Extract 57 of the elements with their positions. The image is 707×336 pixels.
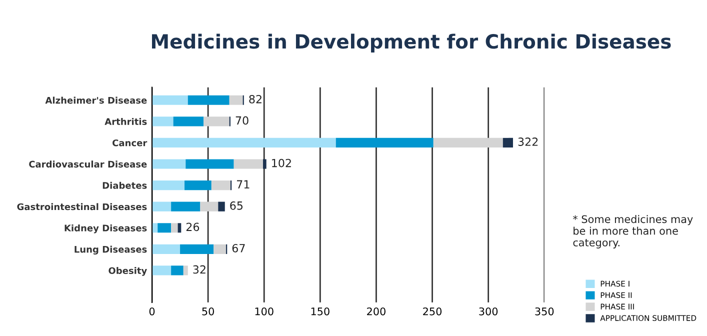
x-tick-label: 200: [367, 307, 386, 316]
bar: [180, 244, 214, 254]
text: * Some medicines may be in more than one category.: [572, 215, 693, 248]
total-label: 26: [186, 222, 200, 232]
bar: [229, 95, 243, 105]
total-label: 322: [518, 138, 538, 146]
y-tick-label: Lung Diseases: [74, 246, 147, 255]
x-tick-label: 0: [149, 307, 155, 316]
bar: [186, 159, 234, 169]
total-label: 67: [232, 244, 245, 252]
bar: [433, 138, 503, 148]
bar: [152, 159, 186, 169]
x-tick-label: 150: [311, 307, 330, 316]
x-tick-label: 250: [423, 307, 442, 316]
bar: [502, 138, 513, 148]
total-label: 32: [193, 265, 206, 274]
y-tick-label: Diabetes: [102, 182, 147, 189]
chart-title: Medicines in Development for Chronic Diseases: [152, 34, 671, 53]
bar: [211, 180, 230, 190]
bar: [171, 202, 200, 212]
bar: [188, 95, 230, 105]
y-tick-label: Gastrointestinal Diseases: [17, 203, 147, 210]
y-tick-label: Alzheimer's Disease: [45, 96, 147, 104]
total-label: 71: [237, 180, 250, 188]
bar: [204, 116, 230, 126]
bar: [184, 180, 212, 190]
bar: [218, 202, 225, 212]
y-tick-label: Cancer: [112, 139, 148, 146]
bar: [152, 266, 172, 276]
total-label: 82: [249, 94, 262, 104]
bar: [183, 266, 188, 276]
bar: [152, 116, 174, 126]
bar: [152, 138, 336, 148]
bar: [152, 202, 172, 212]
bar: [200, 202, 218, 212]
bar: [173, 116, 204, 126]
y-tick-label: Obesity: [108, 267, 147, 276]
total-label: 65: [230, 201, 243, 210]
y-tick-label: Arthritis: [104, 118, 147, 125]
total-label: 102: [272, 158, 291, 168]
bar: [234, 159, 263, 169]
y-tick-label: Cardiovascular Disease: [29, 160, 147, 168]
total-label: 70: [236, 116, 248, 125]
bar: [158, 223, 172, 233]
bar: [262, 159, 266, 169]
x-tick-label: 350: [535, 307, 554, 316]
bar: [214, 244, 226, 254]
bar: [152, 180, 185, 190]
bar: [152, 95, 188, 105]
y-tick-label: Kidney Diseases: [64, 224, 147, 234]
x-tick-label: 300: [479, 307, 498, 316]
x-tick-label: 100: [255, 307, 274, 316]
bar: [171, 266, 184, 276]
bar: [336, 138, 434, 148]
x-tick-label: 50: [202, 307, 214, 316]
bar: [152, 244, 180, 254]
bar: [171, 223, 178, 233]
